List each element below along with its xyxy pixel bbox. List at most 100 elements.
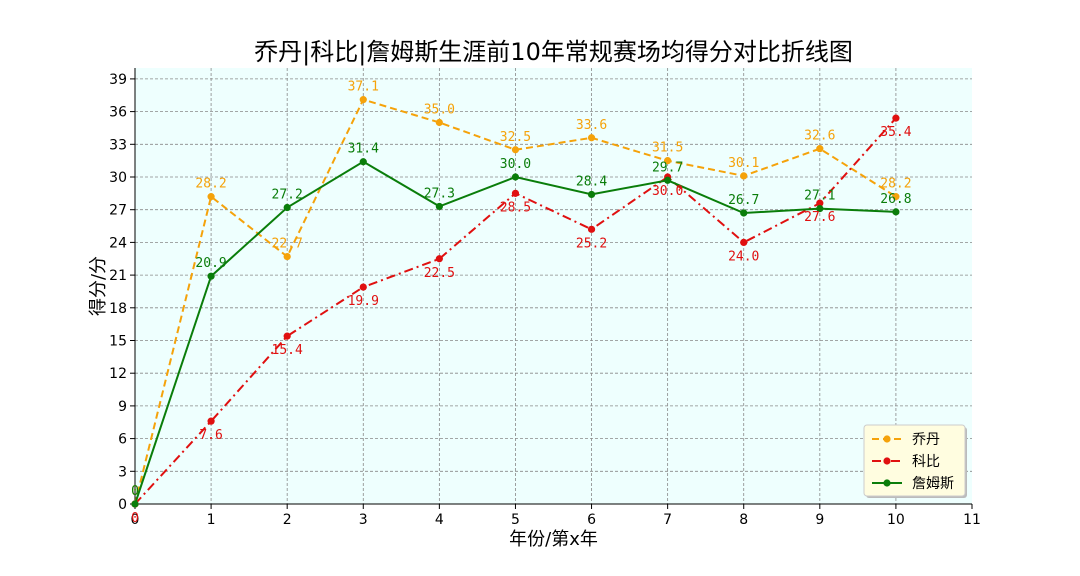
data-label: 27.2 [272,188,303,203]
data-label: 26.7 [728,193,759,208]
data-point [816,145,824,153]
legend-entry: 詹姆斯 [912,476,954,492]
data-point [283,203,291,212]
data-point [131,500,139,508]
data-point [511,173,520,181]
data-label: 30.1 [728,156,759,171]
data-point [740,209,748,217]
data-point [359,283,367,291]
data-label: 30.0 [652,184,683,199]
data-point [511,146,520,154]
y-tick-label: 18 [109,301,127,317]
x-tick-label: 11 [963,512,981,528]
data-label: 35.4 [880,125,911,140]
data-label: 35.0 [424,103,455,118]
data-label: 27.1 [804,189,835,204]
x-tick-label: 1 [207,512,216,528]
y-tick-label: 24 [109,235,127,251]
data-label: 0 [131,484,139,499]
data-point [892,193,900,201]
data-label: 7.6 [199,428,222,443]
data-point [816,205,824,213]
data-label: 27.6 [804,210,835,225]
y-tick-label: 15 [109,334,127,350]
data-point [740,238,748,246]
data-point [435,202,443,211]
y-tick-label: 0 [118,497,127,513]
y-tick-label: 12 [109,366,127,382]
data-label: 27.3 [424,186,455,201]
data-point [435,255,443,263]
data-label: 15.4 [272,343,303,358]
data-label: 22.5 [424,266,455,281]
legend-entry: 科比 [912,454,940,470]
data-label: 28.2 [880,177,911,192]
data-label: 19.9 [348,294,379,309]
data-label: 30.0 [500,157,531,172]
data-label: 31.5 [652,141,683,156]
data-label: 0 [131,484,139,499]
chart-title: 乔丹|科比|詹姆斯生涯前10年常规赛场均得分对比折线图 [254,38,853,66]
x-tick-label: 10 [887,512,905,528]
data-point [664,157,672,165]
x-tick-label: 7 [663,512,672,528]
y-tick-label: 27 [109,203,127,219]
legend-box [863,424,966,497]
x-tick-label: 0 [131,512,140,528]
data-label: 25.2 [576,236,607,251]
data-point [207,272,215,280]
data-label: 24.0 [728,249,759,264]
data-point [283,332,291,340]
x-axis-title: 年份/第x年 [509,529,598,550]
data-label: 26.8 [880,192,911,207]
x-tick-label: 2 [283,512,292,528]
data-label: 20.9 [195,256,226,271]
legend-marker [883,457,891,465]
x-tick-label: 8 [739,512,748,528]
legend-marker [883,435,891,443]
y-tick-label: 39 [109,72,127,88]
data-point [892,208,900,216]
data-point [587,190,596,199]
x-tick-label: 4 [435,512,444,528]
y-tick-label: 6 [118,432,127,448]
data-point [359,158,367,166]
data-point [587,134,596,142]
data-label: 31.4 [348,142,379,157]
data-label: 22.7 [272,237,303,252]
x-tick-label: 9 [815,512,824,528]
y-axis-title: 得分/分 [88,256,109,316]
data-point [892,114,900,122]
data-label: 0 [131,511,139,526]
data-point [435,118,443,127]
y-tick-label: 21 [109,268,127,284]
plot-area [135,68,972,504]
data-label: 32.5 [500,130,531,145]
data-label: 37.1 [348,80,379,95]
y-tick-label: 33 [109,137,127,153]
data-label: 32.6 [804,129,835,144]
x-tick-label: 5 [511,512,520,528]
data-label: 28.5 [500,200,531,215]
data-label: 29.7 [652,160,683,175]
legend-entry: 乔丹 [912,432,940,448]
data-point [816,199,824,207]
x-tick-label: 3 [359,512,368,528]
data-point [359,96,367,104]
y-tick-label: 3 [118,464,127,480]
data-point [740,172,748,180]
data-label: 28.4 [576,174,607,189]
y-tick-label: 9 [118,399,127,415]
data-label-group: 0 28.2 22.7 37.1 35.0 32.5 33.6 31.5 30.1 32.6 28.… [131,80,912,526]
grid [135,68,972,504]
series-group [131,96,900,508]
data-point [587,225,596,233]
y-tick-label: 30 [109,170,127,186]
data-point [207,193,215,201]
data-point [664,176,672,184]
data-point [283,252,291,261]
data-label: 28.2 [195,177,226,192]
